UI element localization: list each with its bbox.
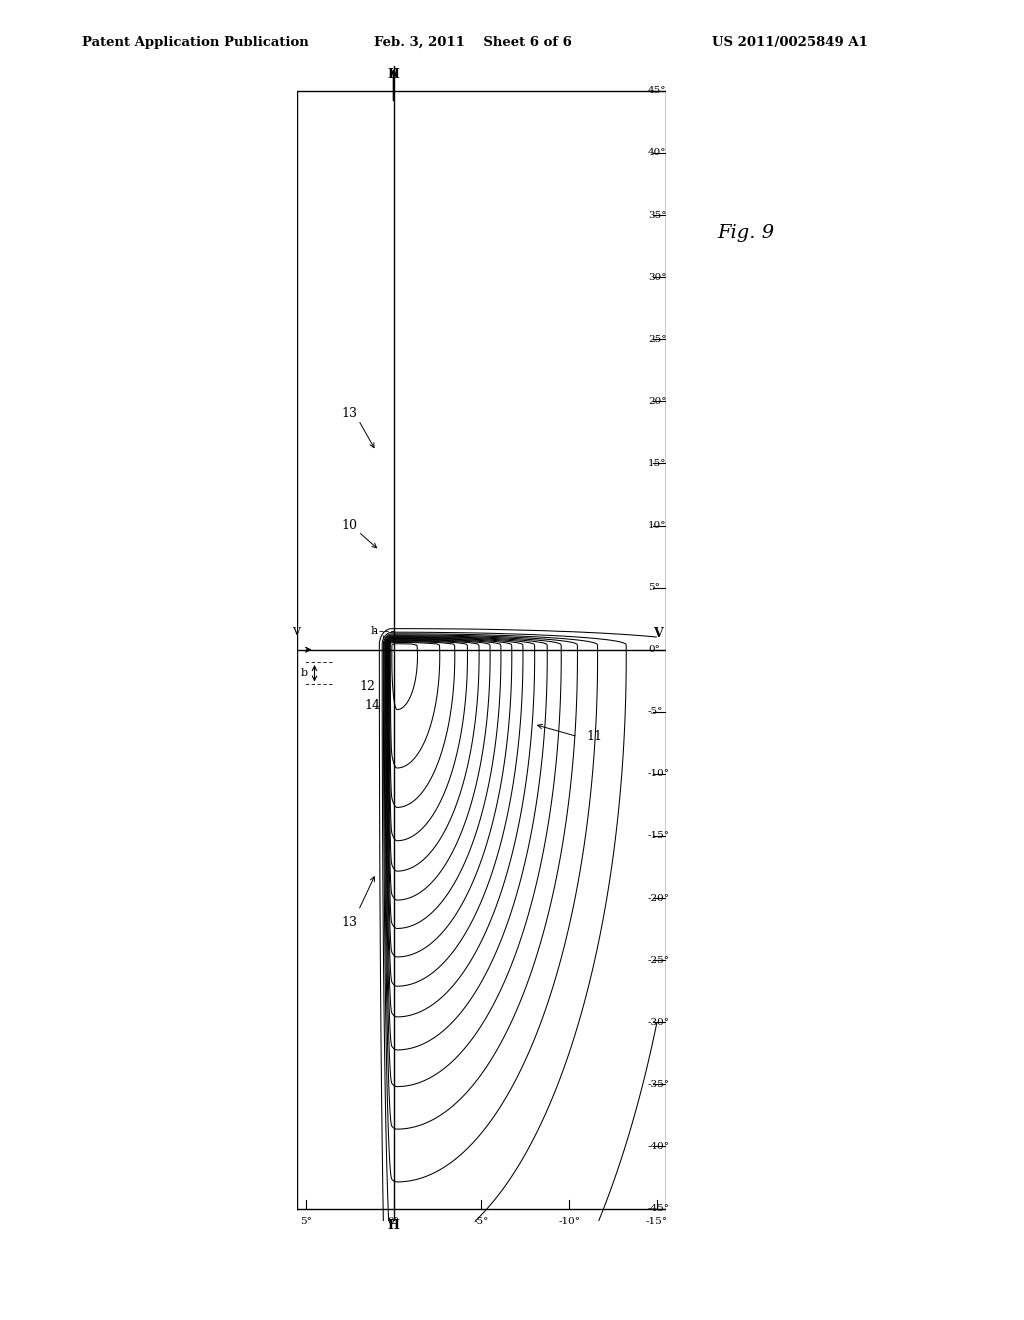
Text: Feb. 3, 2011    Sheet 6 of 6: Feb. 3, 2011 Sheet 6 of 6: [374, 36, 571, 49]
Text: 5°: 5°: [300, 1217, 311, 1226]
Text: 0°: 0°: [387, 1217, 399, 1226]
Text: -40°: -40°: [648, 1142, 670, 1151]
Text: -10°: -10°: [648, 770, 670, 779]
Text: -20°: -20°: [648, 894, 670, 903]
Text: h: h: [371, 626, 378, 636]
Text: V: V: [653, 627, 664, 640]
Text: H: H: [387, 67, 399, 81]
Text: -15°: -15°: [646, 1217, 668, 1226]
Text: 10°: 10°: [648, 521, 667, 531]
Text: 15°: 15°: [648, 459, 667, 467]
Text: Patent Application Publication: Patent Application Publication: [82, 36, 308, 49]
Text: 11: 11: [587, 730, 602, 743]
Text: -5°: -5°: [473, 1217, 489, 1226]
Text: -45°: -45°: [648, 1204, 670, 1213]
Text: -15°: -15°: [648, 832, 670, 841]
Text: 12: 12: [359, 681, 375, 693]
Text: 5°: 5°: [648, 583, 659, 593]
Text: US 2011/0025849 A1: US 2011/0025849 A1: [712, 36, 867, 49]
Text: Fig. 9: Fig. 9: [717, 223, 774, 242]
Text: -30°: -30°: [648, 1018, 670, 1027]
Text: -25°: -25°: [648, 956, 670, 965]
Text: V: V: [293, 627, 300, 638]
Text: b: b: [300, 668, 307, 678]
Text: -5°: -5°: [648, 708, 664, 717]
Text: -35°: -35°: [648, 1080, 670, 1089]
Text: 30°: 30°: [648, 273, 667, 281]
Text: 35°: 35°: [648, 210, 667, 219]
Text: 14: 14: [365, 700, 381, 711]
Text: 45°: 45°: [648, 86, 667, 95]
Text: 20°: 20°: [648, 397, 667, 405]
Text: -10°: -10°: [558, 1217, 580, 1226]
Text: 40°: 40°: [648, 148, 667, 157]
Text: 0°: 0°: [648, 645, 659, 655]
Text: 10: 10: [342, 519, 357, 532]
Text: 13: 13: [342, 408, 357, 420]
Text: 25°: 25°: [648, 335, 667, 343]
Text: 13: 13: [342, 916, 357, 929]
Text: H: H: [387, 1218, 399, 1232]
